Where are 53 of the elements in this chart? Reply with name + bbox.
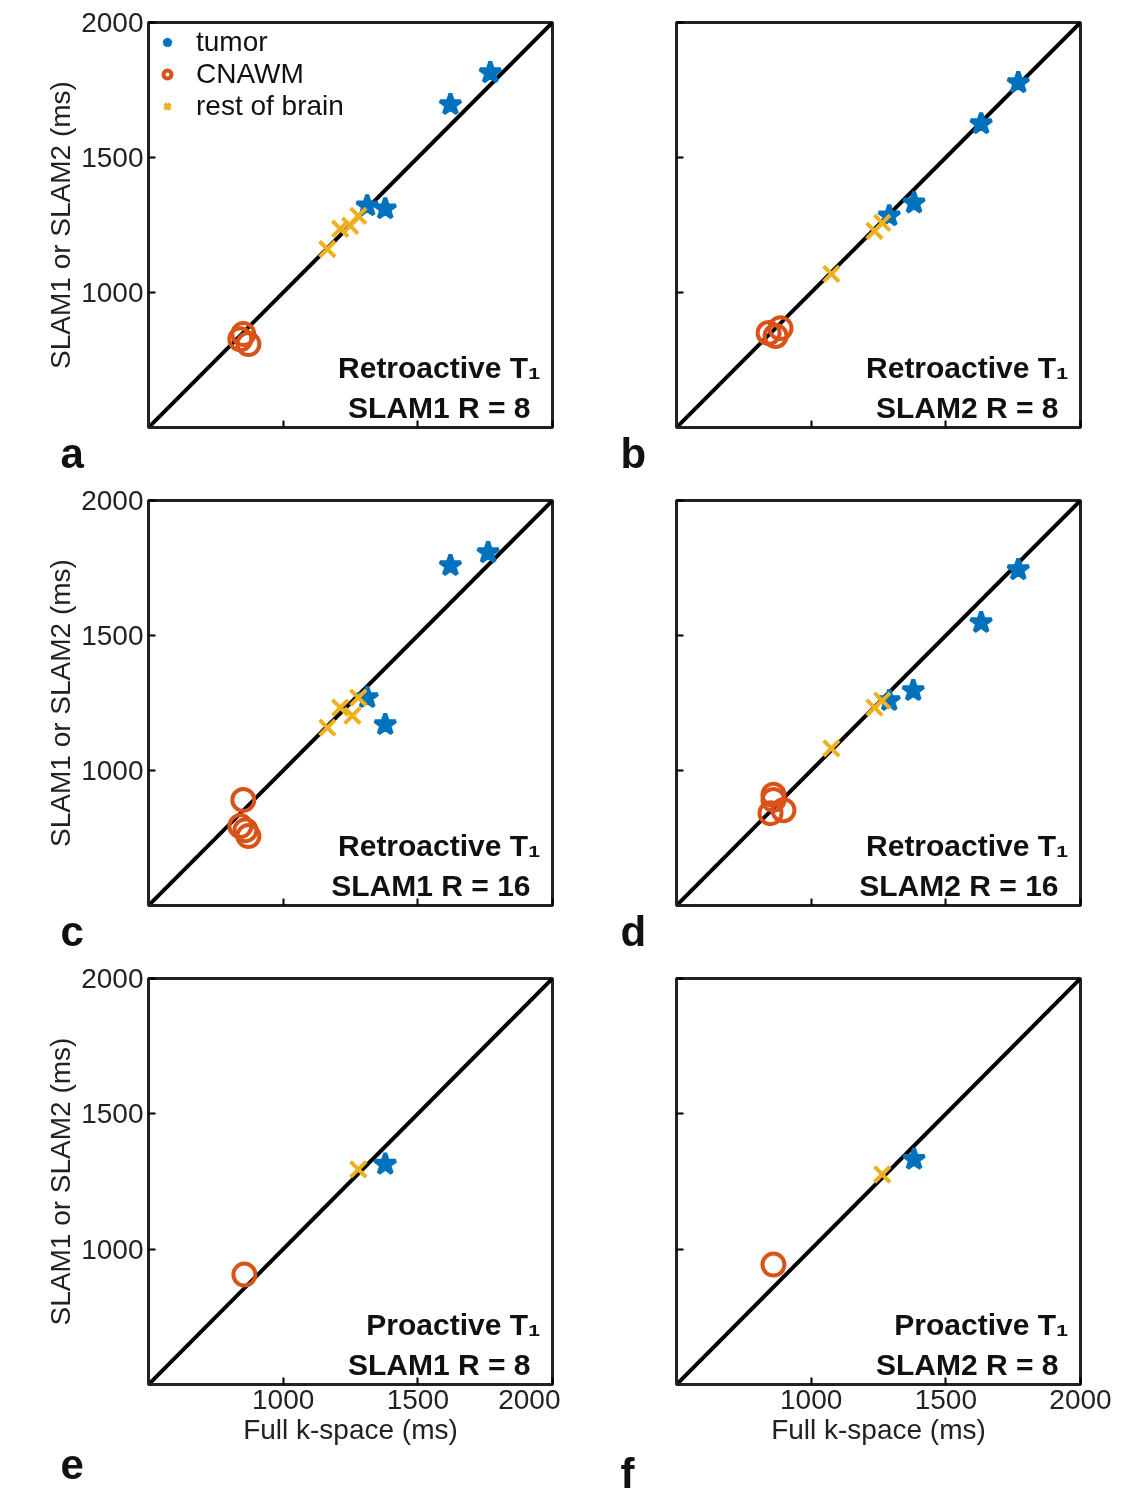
point [340,216,361,236]
y-tick-label: 2000 [81,7,144,38]
annotation: Proactive T₁ [366,1307,541,1341]
x-tick-label: 1000 [252,1383,315,1415]
legend-label: tumor [196,26,268,58]
annotation: SLAM2 R = 16 [859,868,1059,902]
y-axis-title: SLAM1 or SLAM2 (ms) [45,1037,77,1326]
y-tick-label: 1500 [81,620,144,651]
annotation: SLAM2 R = 8 [875,1347,1059,1381]
annotation: Retroactive T₁ [866,828,1069,862]
point [477,59,503,84]
point [348,206,369,226]
text: c [60,907,84,955]
y-tick-label: 1500 [81,1098,144,1130]
y-tick-label: 2000 [81,963,144,994]
x-axis-title: Full k-space (ms) [771,1413,986,1445]
text: d [620,907,647,955]
point [821,738,842,759]
legend-label: CNAWM [196,58,304,90]
point [372,195,398,220]
text: b [620,429,647,477]
x-tick-label: 1000 [780,1383,843,1415]
point [872,690,893,711]
y-tick-label: 2000 [81,485,144,516]
point [757,800,784,827]
point [437,91,463,116]
y-tick-label: 1000 [81,277,144,308]
y-tick-label: 1500 [81,142,144,173]
annotation: SLAM1 R = 8 [347,390,531,424]
point [770,797,797,824]
text: f [620,1449,636,1490]
point [900,677,926,702]
x-tick-label: 1500 [386,1383,449,1415]
text: e [60,1440,84,1488]
point [330,219,351,239]
point [1005,556,1031,581]
y-tick-label: 1000 [81,755,144,786]
point [235,331,262,358]
point [968,609,994,634]
point [864,697,885,718]
y-tick-label: 1000 [81,1233,144,1265]
x-axis-title: Full k-space (ms) [243,1413,458,1445]
point [317,239,338,259]
legend-label: rest of brain [196,90,344,122]
y-axis-title: SLAM1 or SLAM2 (ms) [45,81,77,369]
text: a [60,429,85,477]
annotation: SLAM1 R = 8 [347,1347,531,1381]
x-tick-label: 2000 [498,1383,561,1415]
annotation: Retroactive T₁ [338,350,541,384]
annotation: Proactive T₁ [894,1307,1069,1341]
y-axis-title: SLAM1 or SLAM2 (ms) [45,559,77,847]
x-tick-label: 1500 [914,1383,977,1415]
x-tick-label: 2000 [1049,1383,1112,1415]
